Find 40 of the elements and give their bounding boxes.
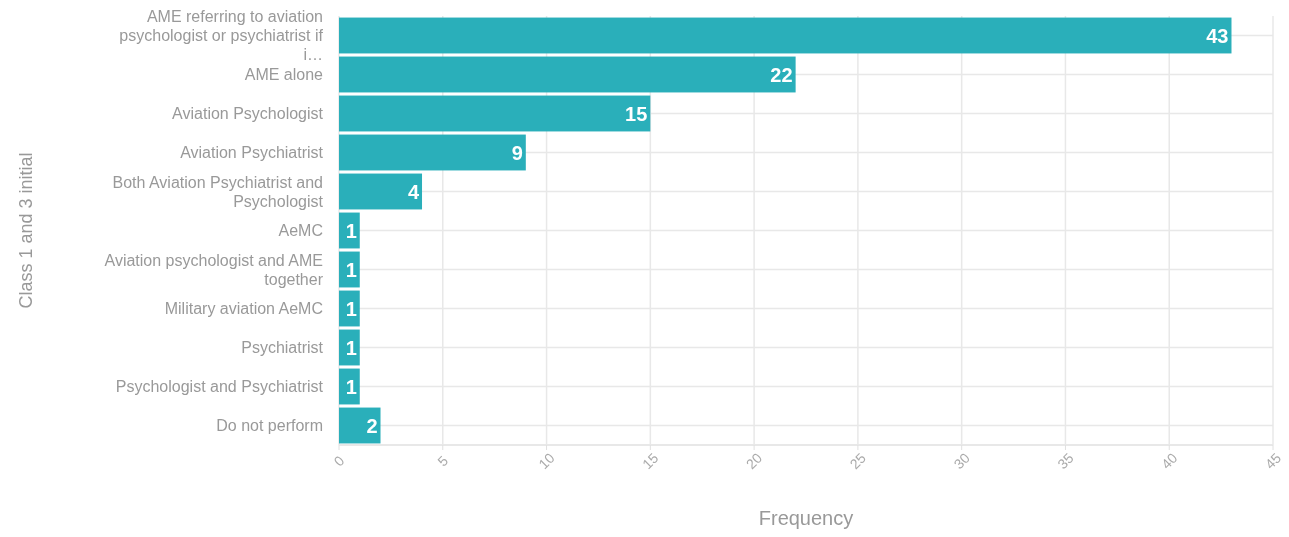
data-label: 22 — [770, 63, 793, 86]
bar — [339, 56, 796, 93]
y-tick-label: AME referring to aviation psychologist or psychiatrist if i… — [119, 8, 324, 64]
data-label: 4 — [407, 180, 420, 203]
x-tick-label: 20 — [742, 449, 766, 473]
bar — [339, 407, 381, 444]
y-tick-label: AeMC — [278, 222, 323, 240]
data-label: 1 — [345, 375, 357, 398]
data-label: 2 — [366, 414, 378, 437]
x-tick-label: 0 — [330, 452, 348, 470]
data-label: 1 — [345, 297, 357, 320]
y-tick-label: Both Aviation Psychiatrist and Psychologist — [112, 173, 324, 210]
y-tick-label: Aviation psychologist and AME together — [104, 251, 324, 288]
y-tick-label: Aviation Psychiatrist — [180, 144, 324, 162]
data-label: 43 — [1206, 24, 1229, 47]
bar — [339, 95, 651, 132]
x-tick-label: 30 — [950, 449, 973, 473]
x-tick-label: 25 — [846, 449, 870, 473]
y-tick-label: Do not perform — [216, 417, 323, 435]
x-tick-label: 5 — [434, 452, 452, 470]
y-axis-title: Class 1 and 3 initial — [16, 152, 37, 309]
y-tick-label: Aviation Psychologist — [172, 105, 324, 123]
data-label: 15 — [625, 102, 648, 125]
y-tick-label: AME alone — [244, 66, 324, 84]
x-tick-label: 15 — [639, 449, 662, 473]
y-tick-label: Psychiatrist — [241, 339, 324, 357]
bar — [339, 134, 526, 171]
x-tick-label: 40 — [1157, 449, 1181, 473]
y-tick-label: Psychologist and Psychiatrist — [115, 378, 324, 396]
x-tick-label: 35 — [1054, 449, 1077, 473]
x-tick-label: 10 — [535, 449, 558, 473]
bar — [339, 173, 423, 210]
x-axis-title: Frequency — [758, 507, 854, 529]
data-label: 1 — [345, 258, 357, 281]
data-label: 9 — [511, 141, 523, 164]
y-tick-label: Military aviation AeMC — [164, 300, 323, 318]
data-label: 1 — [345, 336, 357, 359]
bar — [339, 17, 1232, 54]
x-tick-label: 45 — [1261, 449, 1285, 473]
data-label: 1 — [345, 219, 357, 242]
